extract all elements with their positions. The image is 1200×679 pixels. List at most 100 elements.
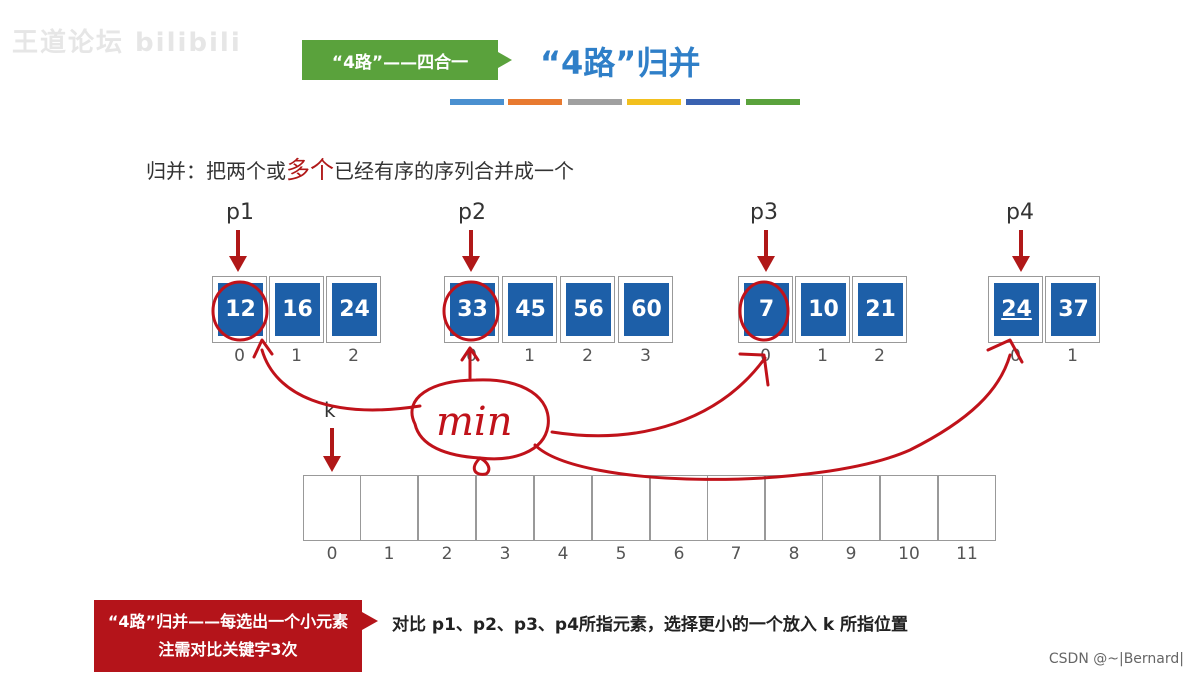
- output-index: 0: [326, 544, 338, 564]
- csdn-credit: CSDN @~|Bernard|: [1048, 651, 1184, 667]
- note-description: 对比 p1、p2、p3、p4所指元素，选择更小的一个放入 k 所指位置: [392, 615, 909, 635]
- color-bar-darkblue: [686, 99, 740, 105]
- output-index: 1: [383, 544, 395, 564]
- pointer-arrow-p1: [236, 230, 240, 258]
- arrowhead-p4: [986, 338, 1024, 364]
- array2-cell: 45: [502, 276, 557, 343]
- arc-to-p3: [550, 356, 767, 438]
- pointer-arrow-p2: [469, 230, 473, 258]
- circle-min-blob: [410, 378, 550, 461]
- output-index: 3: [499, 544, 511, 564]
- color-bar-green: [746, 99, 800, 105]
- array1-index: 0: [234, 346, 245, 366]
- arc-to-p4: [533, 353, 1012, 481]
- output-index: 9: [845, 544, 857, 564]
- array4-index: 0: [1010, 346, 1021, 366]
- output-cell: [822, 475, 880, 541]
- note-box: “4路”归并——每选出一个小元素注需对比关键字3次: [94, 600, 362, 672]
- circle-highlight-12: [211, 280, 269, 342]
- definition-prefix: 归并：把两个或: [146, 159, 286, 183]
- color-bar-yellow: [627, 99, 681, 105]
- array4-index: 1: [1067, 346, 1078, 366]
- pointer-arrow-p4: [1019, 230, 1023, 258]
- array1-cell: 24: [326, 276, 381, 343]
- arrow-down-icon: [462, 256, 480, 272]
- arrow-down-icon: [229, 256, 247, 272]
- output-cell: [592, 475, 650, 541]
- array1-index: 2: [348, 346, 359, 366]
- pointer-label-p3: p3: [750, 200, 778, 225]
- tag-arrow-icon: [498, 52, 512, 68]
- output-cell: [418, 475, 476, 541]
- output-index: 6: [673, 544, 685, 564]
- array3-value: 10: [801, 283, 846, 336]
- output-cell: [880, 475, 938, 541]
- output-cell: [476, 475, 534, 541]
- array2-value: 60: [624, 283, 669, 336]
- definition-suffix: 已经有序的序列合并成一个: [334, 159, 574, 183]
- array3-cell: 10: [795, 276, 850, 343]
- output-cell: [707, 475, 765, 541]
- array2-cell: 56: [560, 276, 615, 343]
- pointer-label-k: k: [324, 398, 336, 422]
- pointer-arrow-k: [330, 428, 334, 458]
- color-bar-blue: [450, 99, 504, 105]
- array4-cell: 24: [988, 276, 1043, 343]
- array3-cell: 21: [852, 276, 907, 343]
- array2-index: 1: [524, 346, 535, 366]
- output-cell: [303, 475, 361, 541]
- definition-text: 归并：把两个或多个已经有序的序列合并成一个: [146, 150, 574, 185]
- color-bar-gray: [568, 99, 622, 105]
- page-title: “4路”归并: [540, 44, 701, 82]
- pointer-label-p1: p1: [226, 200, 254, 225]
- color-bar-orange: [508, 99, 562, 105]
- array1-cell: 16: [269, 276, 324, 343]
- array1-value: 24: [332, 283, 377, 336]
- array2-cell: 60: [618, 276, 673, 343]
- array3-index: 2: [874, 346, 885, 366]
- arrow-down-icon: [757, 256, 775, 272]
- output-cell: [650, 475, 708, 541]
- array2-index: 3: [640, 346, 651, 366]
- tag-4way-four-in-one: “4路”——四合一: [302, 40, 498, 80]
- logo-watermark: 王道论坛 bilibili: [12, 28, 242, 58]
- array1-index: 1: [291, 346, 302, 366]
- array2-value: 33: [450, 283, 495, 336]
- output-cell: [938, 475, 996, 541]
- array1-value: 12: [218, 283, 263, 336]
- array4-cell: 37: [1045, 276, 1100, 343]
- arrow-down-icon: [323, 456, 341, 472]
- arrowhead-p3: [738, 352, 770, 387]
- output-cell: [360, 475, 418, 541]
- definition-highlight: 多个: [286, 156, 334, 184]
- array2-value: 45: [508, 283, 553, 336]
- handwritten-min: min: [436, 399, 512, 445]
- blob-tail: [472, 456, 491, 476]
- output-index: 10: [898, 544, 920, 564]
- arrowhead-p2: [460, 346, 480, 362]
- array3-index: 1: [817, 346, 828, 366]
- output-cell: [765, 475, 823, 541]
- array4-value: 24: [994, 283, 1039, 336]
- arrow-down-icon: [1012, 256, 1030, 272]
- output-index: 8: [788, 544, 800, 564]
- arc-to-p1: [260, 348, 422, 412]
- pointer-label-p2: p2: [458, 200, 486, 225]
- array4-value: 37: [1051, 283, 1096, 336]
- array2-value: 56: [566, 283, 611, 336]
- circle-highlight-33: [442, 280, 500, 342]
- circle-highlight-7: [738, 280, 790, 342]
- pointer-label-p4: p4: [1006, 200, 1034, 225]
- array4-value-text: 24: [1001, 297, 1032, 322]
- output-cell: [534, 475, 592, 541]
- array3-value: 21: [858, 283, 903, 336]
- arrowhead-p1: [252, 338, 274, 359]
- array1-value: 16: [275, 283, 320, 336]
- output-index: 11: [956, 544, 978, 564]
- array2-index: 2: [582, 346, 593, 366]
- output-index: 5: [615, 544, 627, 564]
- output-index: 7: [730, 544, 742, 564]
- output-index: 4: [557, 544, 569, 564]
- note-arrow-icon: [362, 612, 378, 630]
